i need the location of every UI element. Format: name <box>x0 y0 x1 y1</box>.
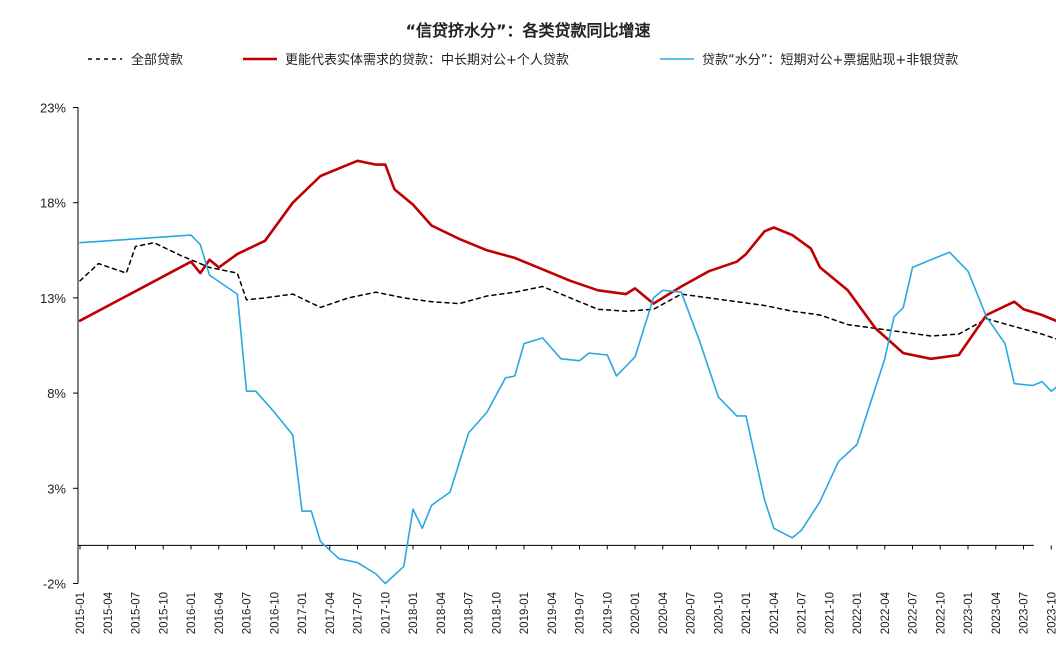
x-tick-label: 2019-04 <box>547 591 559 634</box>
x-tick-label: 2019-01 <box>519 592 531 634</box>
x-tick-label: 2022-04 <box>880 591 892 634</box>
series-line-3 <box>79 234 1056 585</box>
x-tick-label: 2020-04 <box>658 591 670 634</box>
x-tick-label: 2017-01 <box>297 592 309 634</box>
y-tick-label: 8% <box>47 386 66 401</box>
chart-series <box>78 159 1056 585</box>
x-tick-label: 2021-07 <box>797 592 809 634</box>
x-tick-label: 2018-07 <box>464 592 476 634</box>
x-tick-label: 2023-04 <box>991 591 1003 634</box>
x-tick-label: 2023-01 <box>963 592 975 634</box>
x-tick-label: 2016-10 <box>269 592 281 634</box>
x-tick-label: 2021-04 <box>769 591 781 634</box>
y-tick-label: 3% <box>47 481 66 496</box>
y-tick-label: 18% <box>40 196 66 211</box>
chart-axes: -2% 3% 8% 13% 18% 23% 2015-01 2015-04 2015-07 201… <box>40 101 1056 635</box>
x-tick-label: 2019-10 <box>602 592 614 634</box>
chart-title: “信贷挤水分”：各类贷款同比增速 <box>405 21 650 40</box>
y-tick-label: 13% <box>40 291 66 306</box>
legend-label-2: 更能代表实体需求的贷款：中长期对公+个人贷款 <box>285 52 569 68</box>
x-tick-label: 2020-10 <box>713 592 725 634</box>
x-tick-label: 2020-01 <box>630 592 642 634</box>
x-tick-label: 2018-04 <box>436 591 448 634</box>
x-tick-label: 2017-10 <box>380 592 392 634</box>
chart-legend: 全部贷款 更能代表实体需求的贷款：中长期对公+个人贷款 贷款“水分”：短期对公+票据… <box>88 52 958 68</box>
y-tick-label: -2% <box>43 577 67 592</box>
series-line-2 <box>78 159 1056 361</box>
x-tick-label: 2021-10 <box>824 592 836 634</box>
x-tick-label: 2016-01 <box>186 592 198 634</box>
x-tick-label: 2022-10 <box>935 592 947 634</box>
series-line-1 <box>79 241 1056 340</box>
x-tick-label: 2016-07 <box>242 592 254 634</box>
x-tick-label: 2023-07 <box>1019 592 1031 634</box>
x-tick-label: 2020-07 <box>686 592 698 634</box>
x-tick-label: 2015-07 <box>131 592 143 634</box>
x-tick-label: 2016-04 <box>214 591 226 634</box>
x-tick-label: 2019-07 <box>575 592 587 634</box>
x-tick-label: 2022-01 <box>852 592 864 634</box>
x-tick-label: 2017-07 <box>353 592 365 634</box>
x-tick-label: 2015-01 <box>75 592 87 634</box>
x-tick-label: 2021-01 <box>741 592 753 634</box>
legend-label-3: 贷款“水分”：短期对公+票据贴现+非银贷款 <box>702 53 958 68</box>
y-tick-label: 23% <box>40 101 66 116</box>
x-tick-label: 2022-07 <box>908 592 920 634</box>
x-tick-label: 2018-01 <box>408 592 420 634</box>
x-tick-label: 2017-04 <box>325 591 337 634</box>
x-tick-label: 2015-04 <box>103 591 115 634</box>
x-tick-label: 2015-10 <box>158 592 170 634</box>
x-tick-label: 2023-10 <box>1046 592 1056 634</box>
legend-label-1: 全部贷款 <box>131 52 183 68</box>
x-tick-label: 2018-10 <box>491 592 503 634</box>
